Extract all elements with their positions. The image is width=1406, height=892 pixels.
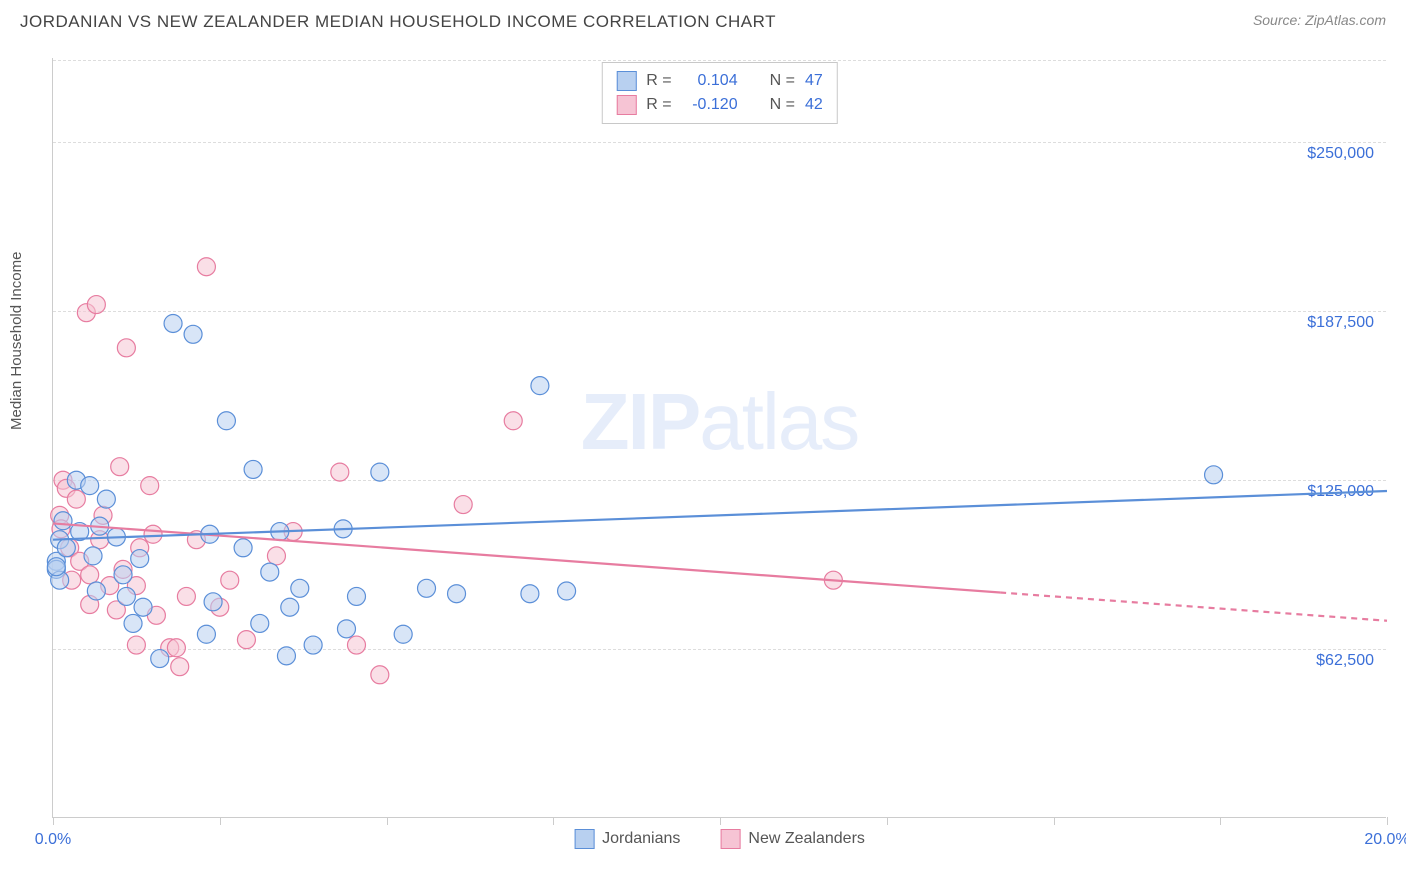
- legend-n-value: 47: [805, 72, 823, 90]
- data-point: [277, 647, 295, 665]
- x-tick: [1054, 817, 1055, 825]
- data-point: [131, 550, 149, 568]
- source-label: Source: ZipAtlas.com: [1253, 12, 1386, 28]
- data-point: [57, 539, 75, 557]
- legend-r-label: R =: [646, 72, 671, 90]
- data-point: [141, 477, 159, 495]
- x-tick: [387, 817, 388, 825]
- x-tick: [887, 817, 888, 825]
- data-point: [291, 579, 309, 597]
- x-tick: [720, 817, 721, 825]
- data-point: [394, 625, 412, 643]
- data-point: [67, 490, 85, 508]
- x-tick: [553, 817, 554, 825]
- data-point: [171, 658, 189, 676]
- data-point: [111, 458, 129, 476]
- legend-label: Jordanians: [602, 830, 680, 848]
- data-point: [331, 463, 349, 481]
- legend-label: New Zealanders: [748, 830, 865, 848]
- data-point: [151, 650, 169, 668]
- data-point: [237, 631, 255, 649]
- x-tick: [1387, 817, 1388, 825]
- data-point: [197, 258, 215, 276]
- data-point: [117, 587, 135, 605]
- data-point: [371, 666, 389, 684]
- data-point: [81, 566, 99, 584]
- legend-swatch: [574, 829, 594, 849]
- x-tick-label: 20.0%: [1364, 831, 1406, 849]
- data-point: [304, 636, 322, 654]
- legend-item: Jordanians: [574, 829, 680, 849]
- x-tick: [53, 817, 54, 825]
- legend-n-value: 42: [805, 96, 823, 114]
- data-point: [87, 296, 105, 314]
- legend-row: R = -0.120 N = 42: [616, 93, 822, 117]
- data-point: [347, 587, 365, 605]
- data-point: [558, 582, 576, 600]
- legend-series: Jordanians New Zealanders: [574, 829, 865, 849]
- data-point: [124, 614, 142, 632]
- data-point: [127, 636, 145, 654]
- legend-r-value: 0.104: [682, 72, 738, 90]
- data-point: [217, 412, 235, 430]
- data-point: [197, 625, 215, 643]
- data-point: [54, 512, 72, 530]
- data-point: [87, 582, 105, 600]
- chart-title: JORDANIAN VS NEW ZEALANDER MEDIAN HOUSEH…: [20, 12, 776, 32]
- legend-swatch: [720, 829, 740, 849]
- data-point: [1205, 466, 1223, 484]
- data-point: [144, 525, 162, 543]
- data-point: [221, 571, 239, 589]
- data-point: [97, 490, 115, 508]
- y-axis-label: Median Household Income: [8, 252, 25, 430]
- x-tick: [220, 817, 221, 825]
- data-point: [164, 314, 182, 332]
- legend-item: New Zealanders: [720, 829, 865, 849]
- data-point: [418, 579, 436, 597]
- data-point: [204, 593, 222, 611]
- data-point: [337, 620, 355, 638]
- data-point: [261, 563, 279, 581]
- data-point: [448, 585, 466, 603]
- legend-n-label: N =: [770, 96, 795, 114]
- legend-n-label: N =: [770, 72, 795, 90]
- trend-line-dashed: [1000, 593, 1387, 621]
- legend-swatch: [616, 95, 636, 115]
- data-point: [134, 598, 152, 616]
- scatter-plot: [53, 58, 1386, 817]
- data-point: [521, 585, 539, 603]
- chart-area: ZIPatlas $62,500$125,000$187,500$250,000…: [52, 58, 1386, 818]
- data-point: [371, 463, 389, 481]
- data-point: [81, 477, 99, 495]
- legend-r-value: -0.120: [682, 96, 738, 114]
- data-point: [244, 460, 262, 478]
- trend-line: [53, 491, 1387, 540]
- data-point: [267, 547, 285, 565]
- data-point: [184, 325, 202, 343]
- x-tick-label: 0.0%: [35, 831, 71, 849]
- data-point: [167, 639, 185, 657]
- data-point: [281, 598, 299, 616]
- x-tick: [1220, 817, 1221, 825]
- data-point: [84, 547, 102, 565]
- legend-correlation: R = 0.104 N = 47 R = -0.120 N = 42: [601, 62, 837, 124]
- data-point: [114, 566, 132, 584]
- legend-swatch: [616, 71, 636, 91]
- legend-r-label: R =: [646, 96, 671, 114]
- data-point: [177, 587, 195, 605]
- data-point: [531, 377, 549, 395]
- data-point: [117, 339, 135, 357]
- data-point: [347, 636, 365, 654]
- legend-row: R = 0.104 N = 47: [616, 69, 822, 93]
- data-point: [504, 412, 522, 430]
- data-point: [234, 539, 252, 557]
- data-point: [47, 558, 65, 576]
- data-point: [454, 496, 472, 514]
- data-point: [251, 614, 269, 632]
- header: JORDANIAN VS NEW ZEALANDER MEDIAN HOUSEH…: [0, 0, 1406, 40]
